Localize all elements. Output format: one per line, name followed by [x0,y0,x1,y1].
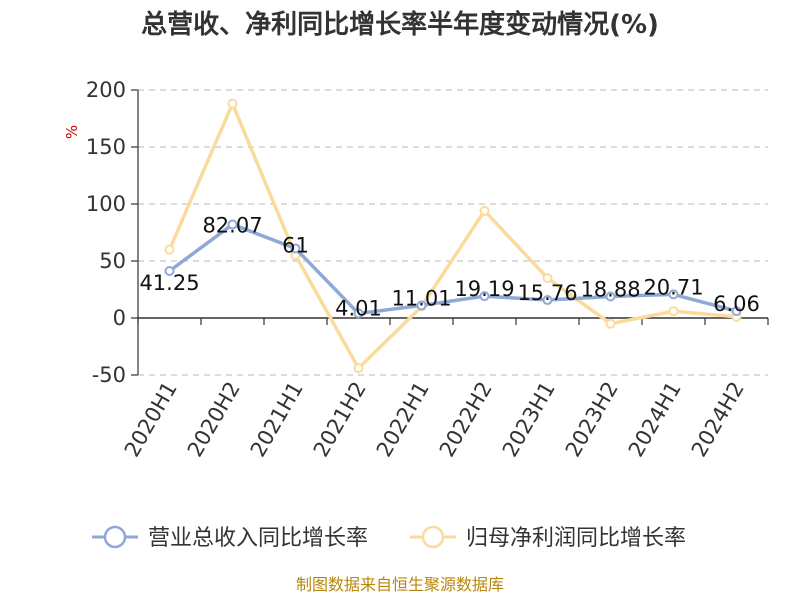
data-point[interactable] [164,244,175,255]
legend-label[interactable]: 营业总收入同比增长率 [148,526,368,551]
source-note: 制图数据来自恒生聚源数据库 [296,575,504,594]
data-point[interactable] [479,205,490,216]
y-tick-label: -50 [92,363,126,387]
data-label: 82.07 [202,213,262,237]
data-point[interactable] [731,306,742,317]
series-layer [164,98,742,374]
data-point[interactable] [479,291,490,302]
data-point[interactable] [164,265,175,276]
data-label: 18.88 [580,277,640,301]
data-point[interactable] [353,363,364,374]
x-tick-label: 2020H2 [183,378,245,462]
data-point[interactable] [668,306,679,317]
data-label: 41.25 [139,271,199,295]
data-point[interactable] [668,289,679,300]
x-tick-label: 2022H1 [372,378,434,462]
data-point[interactable] [605,291,616,302]
x-tick-label: 2022H2 [435,378,497,462]
x-tick-label: 2021H1 [246,378,308,462]
data-label: 19.19 [454,277,514,301]
data-point[interactable] [542,295,553,306]
data-point[interactable] [227,219,238,230]
series-line [168,222,737,316]
data-label: 61 [282,233,309,257]
data-labels: 41.25 82.07 61 4.01 11.01 19.19 15.76 18.88 20.7… [139,213,759,320]
legend-label[interactable]: 归母净利润同比增长率 [466,526,686,551]
series-line [167,101,737,370]
x-tick-label: 2021H2 [309,378,371,462]
data-label: 6.06 [713,292,760,316]
data-label: 15.76 [517,281,577,305]
data-label: 11.01 [391,286,451,310]
data-point[interactable] [605,318,616,329]
y-tick-label: 0 [113,306,126,330]
x-tick-label: 2020H1 [120,378,182,462]
y-axis-unit: % [63,125,81,139]
x-tick-label: 2024H1 [624,378,686,462]
legend[interactable]: 营业总收入同比增长率 归母净利润同比增长率 [92,525,686,551]
y-tick-label: 50 [99,249,126,273]
x-tick-label: 2024H2 [687,378,749,462]
data-point[interactable] [542,273,553,284]
chart-title: 总营收、净利同比增长率半年度变动情况(%) [141,9,659,40]
data-point[interactable] [290,243,301,254]
grid [138,89,768,376]
data-point[interactable] [227,98,238,109]
x-tick-label: 2023H1 [498,378,560,462]
data-label: 4.01 [335,296,382,320]
data-point[interactable] [416,300,427,311]
legend-marker[interactable] [103,525,127,549]
legend-marker[interactable] [421,525,445,549]
y-tick-label: 100 [86,192,126,216]
y-tick-label: 200 [86,78,126,102]
x-tick-label: 2023H2 [561,378,623,462]
y-tick-label: 150 [86,135,126,159]
data-point[interactable] [353,308,364,319]
data-label: 20.71 [643,275,703,299]
